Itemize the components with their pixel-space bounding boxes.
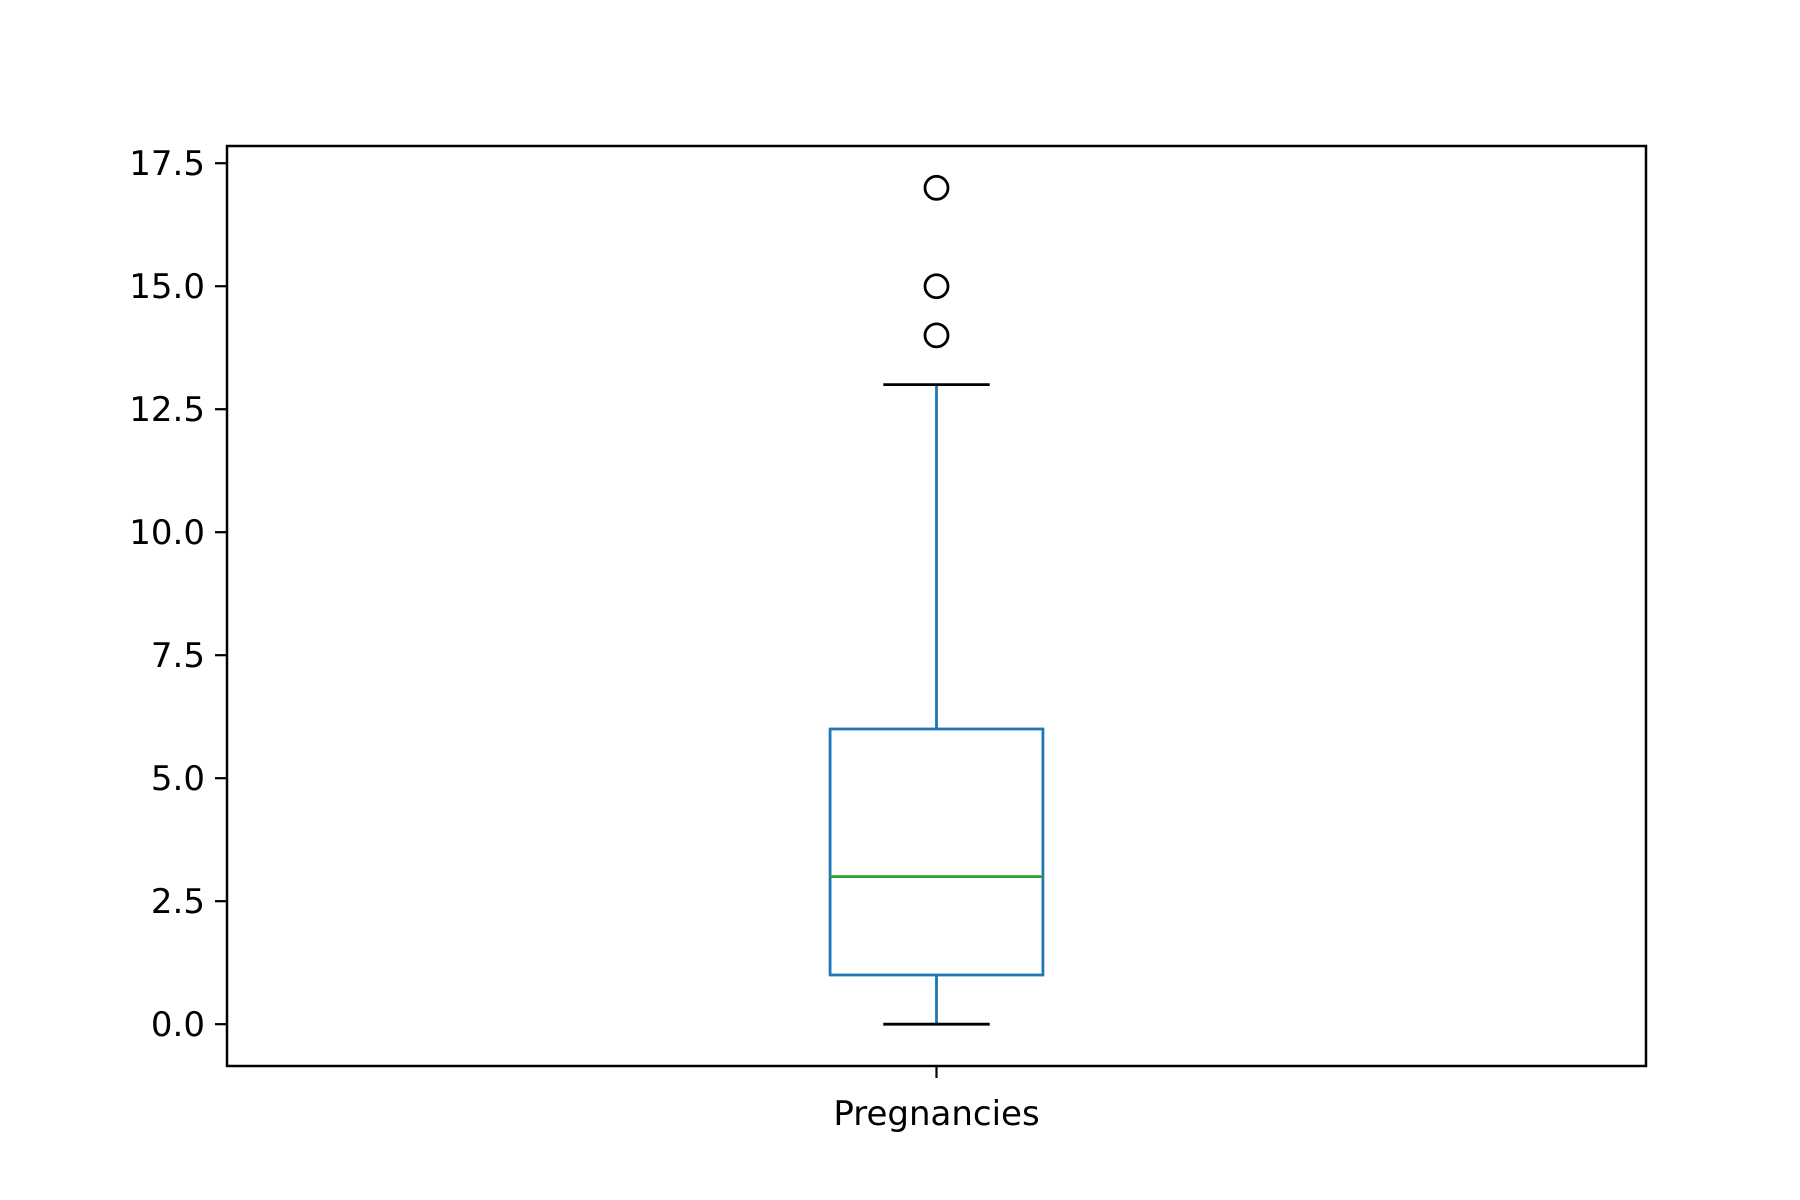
y-tick-label: 7.5	[151, 636, 205, 676]
y-tick-label: 17.5	[129, 144, 205, 184]
iqr-box	[828, 727, 1045, 977]
chart-marks	[828, 174, 1045, 1026]
x-tick-label: Pregnancies	[833, 1094, 1039, 1134]
outlier-point	[923, 273, 950, 300]
y-tick-label: 2.5	[151, 882, 205, 922]
axis-ticks: 0.0 2.5 5.0 7.5 10.0 12.5 15.0 17.5 Pregnancies	[129, 144, 1039, 1134]
y-tick-label: 10.0	[129, 513, 205, 553]
y-tick-label: 5.0	[151, 759, 205, 799]
y-tick-label: 0.0	[151, 1005, 205, 1045]
plot-area-frame	[225, 144, 1648, 1068]
y-tick-label: 15.0	[129, 267, 205, 307]
y-tick-label: 12.5	[129, 390, 205, 430]
outlier-point	[923, 174, 950, 201]
outlier-point	[923, 322, 950, 349]
